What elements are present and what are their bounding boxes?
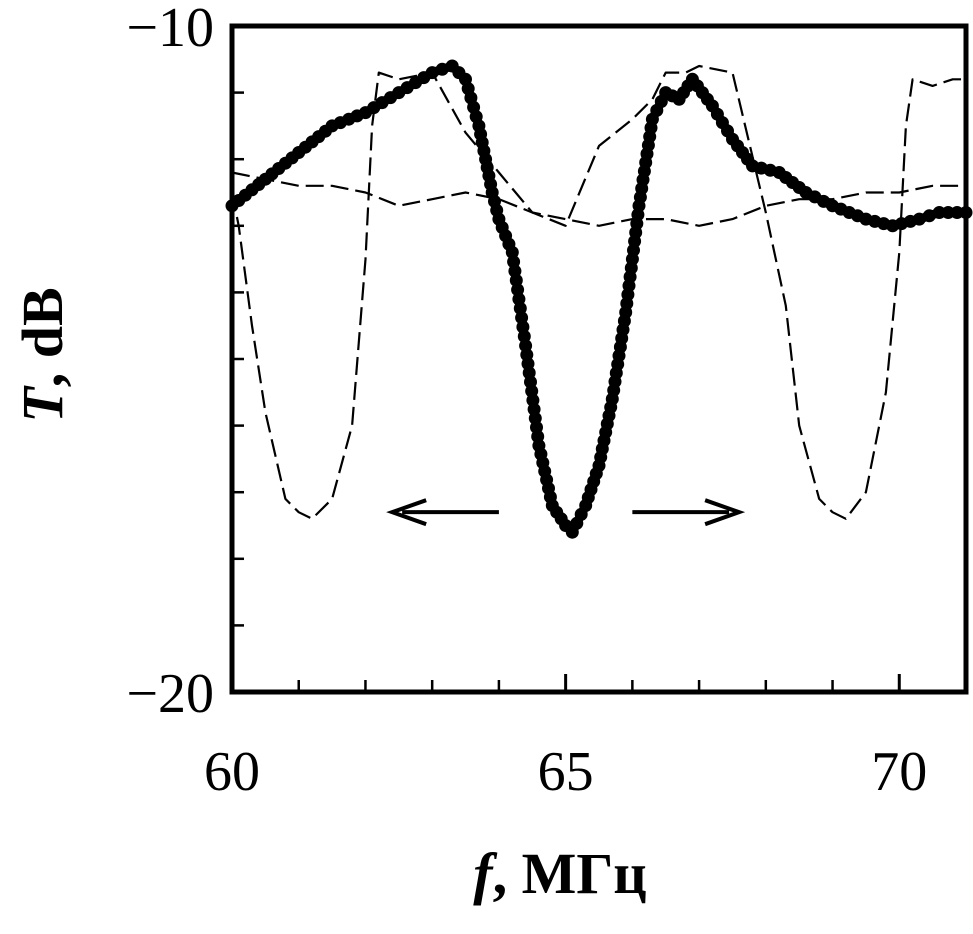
x-axis-unit: , МГц [493, 841, 647, 906]
y-axis-variable: T [10, 385, 75, 423]
ticks-layer [230, 24, 901, 694]
x-tick-label: 70 [871, 741, 927, 803]
series-0-point [941, 206, 955, 219]
y-axis-label: T, dB [10, 287, 75, 422]
arrow-0-head [386, 498, 427, 527]
y-tick-label: −10 [126, 0, 214, 59]
series-0-point [922, 209, 936, 223]
series-layer [225, 59, 973, 539]
series-0-point [435, 62, 449, 76]
series-2-line [231, 171, 966, 227]
y-axis-unit: , dB [10, 287, 75, 387]
arrow-1-head [704, 498, 746, 527]
annotation-layer [386, 498, 746, 527]
series-0-point [950, 206, 964, 219]
x-tick-label: 65 [538, 741, 594, 803]
x-tick-label: 60 [204, 741, 260, 803]
y-tick-label: −20 [126, 663, 214, 725]
x-axis-label: f, МГц [473, 841, 646, 906]
series-1-line [230, 64, 966, 520]
series-0-point [932, 206, 946, 219]
labels-layer: 60 65 70 −10 −20 [126, 0, 927, 803]
series-0-point [912, 212, 926, 226]
